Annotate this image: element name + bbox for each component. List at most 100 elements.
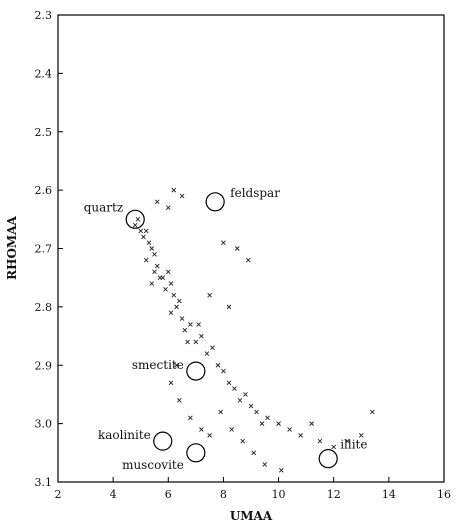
mineral-marker [318, 449, 338, 469]
data-point [287, 427, 292, 432]
data-point [207, 292, 212, 298]
data-point [248, 403, 254, 409]
x-tick-label: 2 [55, 488, 62, 501]
data-point [199, 333, 204, 339]
data-point [369, 409, 375, 415]
mineral-label: smectite [132, 358, 184, 372]
mineral-marker [153, 431, 173, 451]
data-point [160, 275, 166, 281]
y-tick-label: 2.9 [35, 359, 53, 372]
y-tick-label: 2.7 [35, 243, 53, 256]
data-point [358, 432, 364, 438]
data-point [141, 234, 146, 240]
y-tick-label: 3.0 [35, 418, 53, 431]
data-point [199, 427, 204, 432]
data-point [226, 380, 232, 386]
data-point [218, 409, 223, 415]
data-point [149, 281, 155, 286]
data-point [229, 427, 235, 432]
data-point [168, 281, 174, 286]
data-point [138, 228, 144, 234]
x-tick-label: 14 [382, 488, 396, 501]
data-point [207, 432, 212, 438]
data-point [221, 240, 226, 245]
mineral-marker [186, 361, 206, 381]
data-point [168, 310, 174, 316]
data-point [221, 368, 226, 374]
x-axis-label: UMAA [230, 509, 273, 523]
x-axis: 2 4 6 8 10 12 14 16 [55, 477, 451, 501]
data-point [182, 327, 188, 333]
x-tick-label: 12 [327, 488, 341, 501]
data-point [135, 216, 141, 222]
data-point [149, 246, 155, 251]
data-point [146, 240, 152, 245]
data-point [171, 292, 177, 298]
mineral-marker [125, 209, 145, 229]
data-points [132, 187, 375, 473]
data-point [179, 316, 185, 321]
data-point [298, 432, 303, 438]
data-point [279, 468, 284, 473]
data-point [171, 187, 177, 193]
data-point [152, 252, 157, 257]
y-tick-label: 2.6 [35, 184, 53, 197]
data-point [265, 415, 270, 421]
data-point [345, 438, 350, 444]
x-tick-label: 4 [110, 488, 117, 501]
data-point [176, 298, 182, 304]
data-point [188, 415, 193, 421]
mineral-annotations: quartz feldspar smectite kaolinite muscovite… [84, 186, 368, 472]
x-tick-label: 6 [165, 488, 172, 501]
y-axis-label: RHOMAA [5, 215, 19, 279]
mineral-label: muscovite [122, 458, 184, 472]
y-axis: 2.3 2.4 2.5 2.6 2.7 2.8 2.9 3.0 3.1 [35, 9, 63, 489]
x-tick-label: 10 [272, 488, 286, 501]
data-point [251, 450, 257, 456]
mineral-label: quartz [84, 200, 123, 214]
y-tick-label: 2.3 [35, 9, 53, 22]
mineral-label: kaolinite [98, 428, 151, 442]
data-point [154, 199, 160, 205]
data-point [210, 345, 215, 351]
data-point [163, 287, 168, 292]
data-point [262, 462, 268, 467]
data-point [204, 351, 210, 356]
data-point [232, 386, 237, 391]
data-point [143, 228, 149, 234]
data-point [174, 362, 179, 368]
data-point [196, 322, 201, 327]
mineral-label: feldspar [230, 186, 280, 200]
data-point [132, 222, 138, 228]
mineral-label: illite [340, 438, 367, 452]
y-tick-label: 3.1 [35, 476, 53, 489]
data-point [259, 421, 265, 426]
data-point [154, 263, 160, 269]
data-point [237, 397, 243, 403]
data-point [165, 269, 171, 275]
x-tick-label: 8 [220, 488, 227, 501]
data-point [245, 257, 251, 263]
data-point [240, 438, 246, 444]
data-point [226, 304, 232, 310]
data-point [165, 205, 171, 210]
data-point [185, 339, 190, 345]
data-point [188, 322, 193, 327]
mineral-marker [205, 192, 225, 212]
data-point [193, 339, 199, 345]
data-point [152, 269, 157, 275]
y-tick-label: 2.5 [35, 126, 53, 139]
y-tick-label: 2.8 [35, 301, 53, 314]
data-point [234, 246, 240, 251]
data-point [331, 444, 337, 450]
plot-frame [57, 14, 445, 483]
data-point [168, 380, 174, 386]
x-tick-label: 16 [437, 488, 451, 501]
data-point [317, 438, 323, 444]
data-point [276, 421, 281, 426]
y-tick-label: 2.4 [35, 67, 53, 80]
data-point [254, 409, 259, 415]
data-point [143, 257, 149, 263]
data-point [309, 421, 314, 426]
